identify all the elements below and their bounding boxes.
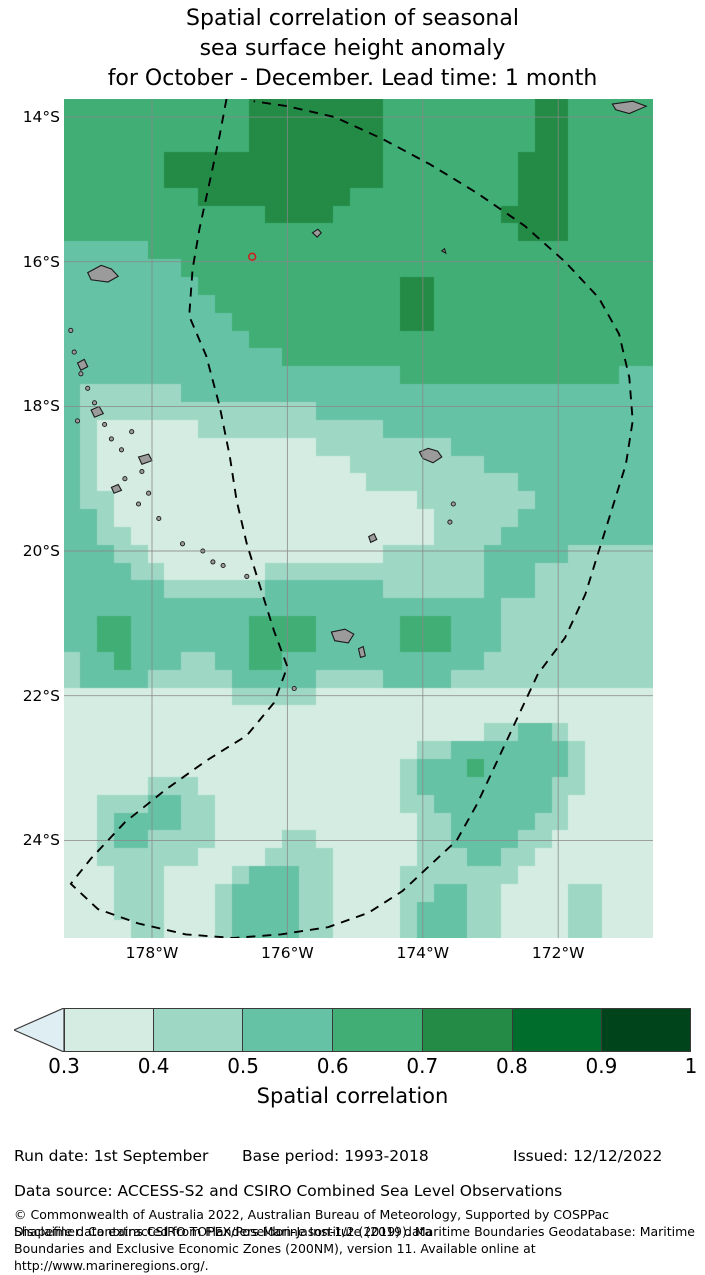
title-line-3: for October - December. Lead time: 1 mon… xyxy=(107,66,598,91)
graticule-layer xyxy=(64,99,653,938)
credit-line-1: © Commonwealth of Australia 2022, Austra… xyxy=(14,1207,609,1222)
coastline-layer xyxy=(68,100,648,692)
x-tick-label: 178°W xyxy=(125,944,179,962)
colorbar-swatch-6 xyxy=(602,1008,692,1052)
map-plot-area[interactable] xyxy=(64,99,653,938)
credit-disclaimer: Disclaimer: Contains CSIRO TOPEX/Poseido… xyxy=(14,1224,433,1239)
colorbar-tick-0.6: 0.6 xyxy=(316,1054,349,1078)
base-period-label: Base period: 1993-2018 xyxy=(242,1147,429,1165)
colorbar-swatch-0 xyxy=(64,1008,154,1052)
colorbar-tick-0.8: 0.8 xyxy=(495,1054,528,1078)
data-source-label: Data source: ACCESS-S2 and CSIRO Combine… xyxy=(14,1182,563,1200)
colorbar-swatches xyxy=(64,1008,692,1052)
y-tick-label: 16°S xyxy=(22,252,60,271)
colorbar-tick-0.5: 0.5 xyxy=(227,1054,259,1078)
colorbar-min-extend-arrow xyxy=(14,1008,65,1052)
colorbar-tick-0.7: 0.7 xyxy=(406,1054,439,1078)
y-tick-label: 24°S xyxy=(22,831,60,850)
colorbar-bar xyxy=(14,1008,692,1052)
credit-line-4: http://www.marineregions.org/. xyxy=(14,1258,209,1273)
footer-meta-row: Run date: 1st September Base period: 199… xyxy=(14,1147,694,1173)
title-line-2: sea surface height anomaly xyxy=(199,36,506,61)
credit-shapefile: Shapefile data extracted from Flanders M… xyxy=(14,1224,695,1239)
x-axis-ticks: 178°W 176°W 174°W 172°W xyxy=(64,944,653,974)
x-tick-label: 172°W xyxy=(531,944,585,962)
credit-overlapping-lines: Disclaimer: Contains CSIRO TOPEX/Poseido… xyxy=(14,1223,702,1240)
correlation-heatmap xyxy=(64,99,653,938)
colorbar-axis-title: Spatial correlation xyxy=(256,1084,449,1108)
eez-boundary-layer xyxy=(69,99,634,938)
y-tick-label: 20°S xyxy=(22,542,60,560)
credit-line-3: Boundaries and Exclusive Economic Zones … xyxy=(14,1241,536,1256)
colorbar-swatch-5 xyxy=(512,1008,603,1052)
title-line-1: Spatial correlation of seasonal xyxy=(186,6,519,31)
run-date-label: Run date: 1st September xyxy=(14,1147,209,1165)
colorbar-tick-labels: 0.3 0.4 0.5 0.6 0.7 0.8 0.9 1 xyxy=(14,1054,697,1082)
x-tick-label: 176°W xyxy=(261,944,314,962)
y-axis-ticks: 14°S 16°S 18°S 20°S 22°S 24°S xyxy=(0,99,60,938)
x-tick-label: 174°W xyxy=(396,944,450,962)
y-tick-label: 18°S xyxy=(22,397,60,416)
colorbar-swatch-2 xyxy=(243,1008,334,1052)
colorbar: 0.3 0.4 0.5 0.6 0.7 0.8 0.9 1 Spatial correlati… xyxy=(0,1008,705,1108)
chart-title: Spatial correlation of seasonal sea surf… xyxy=(0,4,705,94)
colorbar-tick-0.9: 0.9 xyxy=(585,1054,618,1078)
credits-block: © Commonwealth of Australia 2022, Austra… xyxy=(14,1206,702,1274)
y-tick-label: 22°S xyxy=(22,686,60,705)
y-tick-label: 14°S xyxy=(22,108,60,127)
colorbar-tick-0.3: 0.3 xyxy=(48,1054,80,1078)
colorbar-tick-1: 1 xyxy=(684,1054,698,1078)
colorbar-tick-0.4: 0.4 xyxy=(137,1054,170,1078)
colorbar-swatch-1 xyxy=(153,1008,244,1052)
colorbar-swatch-4 xyxy=(422,1008,513,1052)
colorbar-swatch-3 xyxy=(333,1008,423,1052)
issued-date-label: Issued: 12/12/2022 xyxy=(513,1147,663,1165)
